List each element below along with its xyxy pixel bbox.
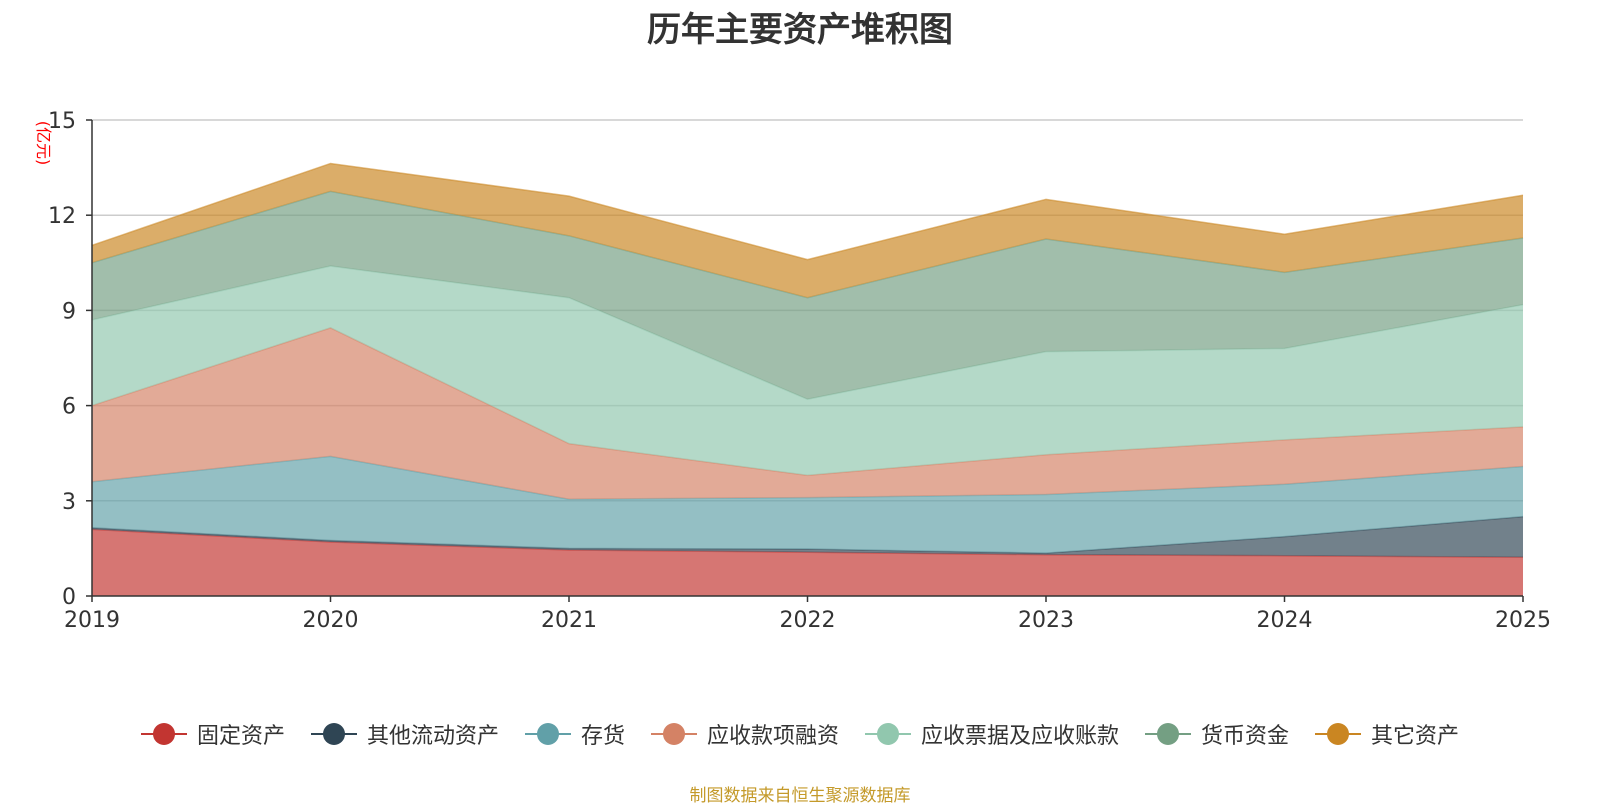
line-series-6 [91, 162, 1524, 261]
legend-label: 货币资金 [1201, 724, 1290, 749]
area-series-2 [92, 456, 1523, 554]
legend-marker-icon [524, 723, 571, 745]
y-tick-label: 6 [62, 395, 76, 420]
area-series-6 [92, 163, 1523, 298]
area-series-5 [92, 191, 1523, 400]
legend-item[interactable]: 应收票据及应收账款 [865, 718, 1119, 750]
x-tick-label: 2022 [780, 608, 836, 633]
legend-item[interactable]: 其他流动资产 [310, 718, 499, 750]
chart-title: 历年主要资产堆积图 [647, 10, 953, 50]
x-tick-label: 2021 [541, 608, 597, 633]
legend-label: 应收票据及应收账款 [921, 724, 1120, 749]
legend-label: 应收款项融资 [706, 724, 839, 749]
legend-item[interactable]: 其它资产 [1315, 718, 1459, 750]
x-tick-label: 2025 [1495, 608, 1551, 633]
y-tick-label: 15 [48, 109, 76, 134]
x-tick-label: 2023 [1018, 608, 1074, 633]
stacked-areas [91, 162, 1524, 596]
legend-label: 固定资产 [196, 724, 285, 749]
x-tick-label: 2019 [64, 608, 120, 633]
y-axis-unit-label: (亿元) [34, 121, 53, 166]
tick-labels: 0 3 6 9 12 15 2019 2020 2021 2022 2023 2024 2025 [48, 109, 1551, 633]
legend-item[interactable]: 货币资金 [1145, 718, 1289, 750]
y-tick-label: 0 [62, 585, 76, 610]
legend-marker-icon [1315, 723, 1362, 745]
legend-marker-icon [865, 723, 911, 745]
legend-marker-icon [650, 723, 697, 745]
legend: 固定资产 其他流动资产 存货 应收款项融资 应收票据及应收账款 货币资金 其它资产 [0, 718, 1600, 750]
legend-marker-icon [1145, 723, 1192, 745]
legend-label: 存货 [580, 724, 625, 749]
area-series-1 [92, 516, 1523, 558]
legend-label: 其他流动资产 [366, 724, 499, 749]
legend-label: 其它资产 [1371, 724, 1460, 749]
y-tick-label: 9 [62, 299, 76, 324]
legend-item[interactable]: 固定资产 [140, 718, 285, 750]
y-tick-label: 3 [62, 490, 76, 515]
x-tick-label: 2024 [1257, 608, 1313, 633]
legend-item[interactable]: 存货 [524, 718, 625, 750]
x-tick-label: 2020 [303, 608, 359, 633]
axes [91, 120, 1524, 602]
area-series-4 [92, 265, 1523, 476]
line-series-1 [91, 515, 1524, 554]
legend-item[interactable]: 应收款项融资 [650, 718, 839, 750]
data-source-note: 制图数据来自恒生聚源数据库 [689, 786, 911, 806]
y-tick-label: 12 [48, 204, 76, 229]
legend-marker-icon [310, 723, 357, 745]
area-series-3 [92, 327, 1523, 500]
legend-marker-icon [140, 723, 187, 745]
